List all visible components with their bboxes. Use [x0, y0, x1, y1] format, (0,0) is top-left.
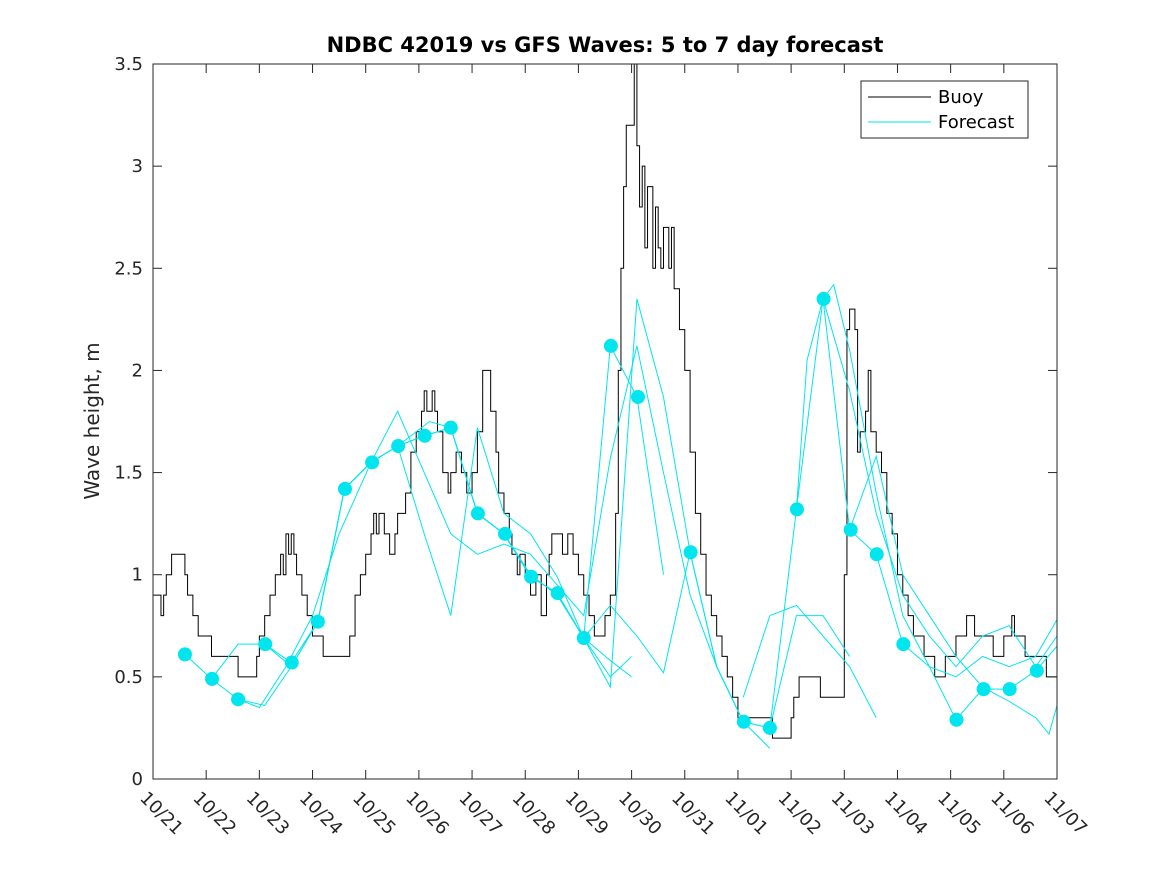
plot-area — [153, 64, 1057, 779]
forecast-marker — [205, 671, 220, 686]
y-tick-label: 1.5 — [114, 463, 143, 484]
y-tick-label: 3.5 — [114, 54, 143, 75]
legend-buoy-label: Buoy — [938, 87, 984, 108]
forecast-marker — [949, 712, 964, 727]
forecast-marker — [231, 692, 246, 707]
forecast-marker — [498, 526, 513, 541]
forecast-run-line — [184, 420, 632, 709]
forecast-marker — [391, 439, 406, 454]
forecast-marker — [177, 647, 192, 662]
forecast-marker — [843, 522, 858, 537]
forecast-marker — [337, 481, 352, 496]
forecast-marker — [736, 714, 751, 729]
forecast-marker — [443, 420, 458, 435]
forecast-marker — [869, 547, 884, 562]
axes-box — [152, 63, 1058, 780]
forecast-marker — [789, 502, 804, 517]
forecast-marker — [576, 631, 591, 646]
y-tick-label: 0 — [132, 769, 143, 790]
forecast-marker — [258, 637, 273, 652]
forecast-marker — [630, 389, 645, 404]
forecast-marker — [1002, 682, 1017, 697]
y-axis-label: Wave height, m — [80, 342, 104, 499]
forecast-run-line — [397, 298, 1057, 729]
forecast-marker — [762, 720, 777, 735]
forecast-run-line — [742, 604, 877, 718]
legend-forecast-label: Forecast — [938, 112, 1014, 133]
forecast-run-line — [849, 454, 1057, 736]
forecast-marker — [524, 569, 539, 584]
y-tick-label: 3 — [132, 156, 143, 177]
forecast-marker — [470, 506, 485, 521]
y-tick-label: 2 — [132, 360, 143, 381]
forecast-marker — [816, 291, 831, 306]
series-layer — [153, 64, 1057, 749]
buoy-line — [153, 64, 1057, 739]
forecast-marker — [417, 428, 432, 443]
forecast-run-line — [822, 298, 1057, 668]
forecast-marker — [603, 338, 618, 353]
forecast-marker — [1029, 663, 1044, 678]
forecast-marker — [310, 614, 325, 629]
legend-box — [860, 80, 1029, 139]
forecast-marker — [550, 586, 565, 601]
legend: Buoy Forecast — [860, 80, 1029, 139]
y-tick-label: 2.5 — [114, 258, 143, 279]
forecast-marker — [683, 545, 698, 560]
forecast-marker — [284, 655, 299, 670]
forecast-marker — [896, 637, 911, 652]
chart-title: NDBC 42019 vs GFS Waves: 5 to 7 day fore… — [327, 33, 884, 57]
y-tick-label: 0.5 — [114, 667, 143, 688]
forecast-marker — [365, 455, 380, 470]
y-tick-label: 1 — [132, 565, 143, 586]
forecast-marker — [976, 682, 991, 697]
